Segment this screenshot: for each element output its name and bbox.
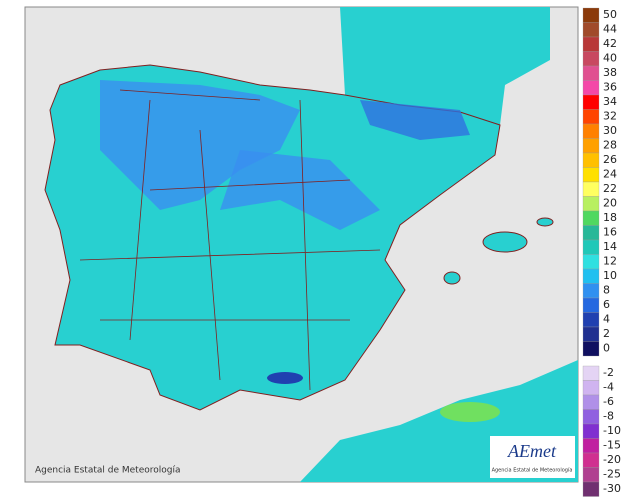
legend-swatch <box>582 109 600 125</box>
cold-area <box>360 100 470 140</box>
cold-area <box>220 150 380 230</box>
legend-swatch <box>582 94 600 110</box>
legend-label: 22 <box>603 182 617 195</box>
legend-swatch <box>582 365 600 381</box>
legend-swatch <box>582 239 600 255</box>
legend-label: 18 <box>603 211 617 224</box>
legend-swatch <box>582 481 600 497</box>
legend-swatch <box>582 283 600 299</box>
warm-area <box>440 402 500 422</box>
balearic-island <box>443 271 461 285</box>
legend-label: -25 <box>603 468 621 481</box>
legend-label: 50 <box>603 8 617 21</box>
legend-swatch <box>582 254 600 270</box>
legend-label: 24 <box>603 168 617 181</box>
legend-label: 40 <box>603 52 617 65</box>
legend-label: -30 <box>603 482 621 495</box>
logo-subtitle: Agencia Estatal de Meteorología <box>492 467 573 474</box>
legend-label: -8 <box>603 410 614 423</box>
legend-label: 4 <box>603 313 610 326</box>
legend-swatch <box>582 181 600 197</box>
balearic-island <box>536 217 554 227</box>
legend-swatch <box>582 65 600 81</box>
legend-label: 6 <box>603 298 610 311</box>
cold-area <box>267 372 303 384</box>
legend-swatch <box>582 341 600 357</box>
legend-swatch <box>582 138 600 154</box>
legend-swatch <box>582 467 600 483</box>
legend-swatch <box>582 210 600 226</box>
legend-label: 38 <box>603 66 617 79</box>
logo: AEmet <box>507 441 557 461</box>
legend-swatch <box>582 326 600 342</box>
legend-swatch <box>582 196 600 212</box>
legend-swatch <box>582 438 600 454</box>
legend-label: 36 <box>603 81 617 94</box>
legend-label: 14 <box>603 240 617 253</box>
legend-label: 10 <box>603 269 617 282</box>
legend-label: -2 <box>603 366 614 379</box>
legend-swatch <box>582 167 600 183</box>
legend-swatch <box>582 22 600 38</box>
legend-swatch <box>582 312 600 328</box>
legend-label: 42 <box>603 37 617 50</box>
legend-swatch <box>582 423 600 439</box>
legend-label: 34 <box>603 95 617 108</box>
legend-swatch <box>582 297 600 313</box>
balearic-island <box>482 231 528 253</box>
legend-label: 44 <box>603 23 617 36</box>
legend-label: 26 <box>603 153 617 166</box>
legend-label: 20 <box>603 197 617 210</box>
legend-label: -10 <box>603 424 621 437</box>
legend-swatch <box>582 409 600 425</box>
legend-swatch <box>582 7 600 23</box>
legend-label: 2 <box>603 327 610 340</box>
legend-swatch <box>582 36 600 52</box>
legend-swatch <box>582 225 600 241</box>
borders <box>79 89 381 391</box>
legend-swatch <box>582 152 600 168</box>
france <box>340 7 550 125</box>
legend-label: -20 <box>603 453 621 466</box>
legend-label: 30 <box>603 124 617 137</box>
legend-swatch <box>582 452 600 468</box>
legend-label: -6 <box>603 395 614 408</box>
legend-swatch <box>582 51 600 67</box>
legend-label: 28 <box>603 139 617 152</box>
credit: Agencia Estatal de Meteorología <box>35 466 181 476</box>
logo-box <box>490 436 575 478</box>
legend-swatch <box>582 380 600 396</box>
legend-swatch <box>582 123 600 139</box>
legend-swatch <box>582 394 600 410</box>
legend-label: 16 <box>603 226 617 239</box>
legend-label: 0 <box>603 342 610 355</box>
legend-label: 8 <box>603 284 610 297</box>
legend-label: -15 <box>603 439 621 452</box>
legend-label: -4 <box>603 381 614 394</box>
legend-label: 12 <box>603 255 617 268</box>
legend-label: 32 <box>603 110 617 123</box>
legend-swatch <box>582 268 600 284</box>
legend-swatch <box>582 80 600 96</box>
cold-area <box>100 80 300 210</box>
